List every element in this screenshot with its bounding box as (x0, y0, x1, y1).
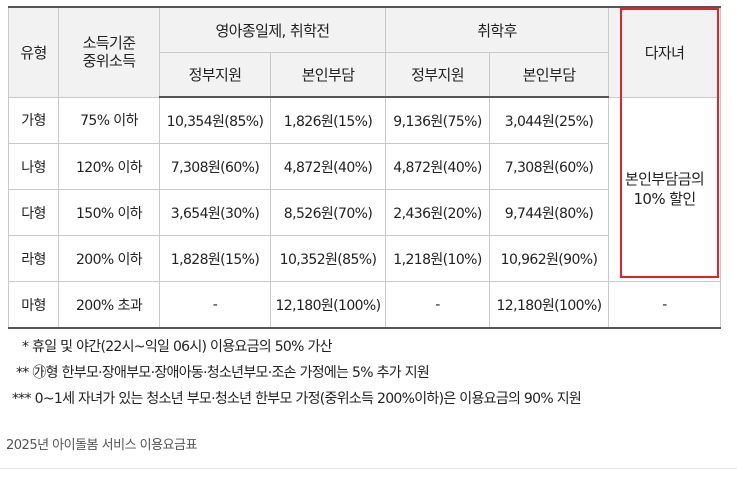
multi-discount-line2: 10% 할인 (633, 190, 696, 209)
header-row-sub: 정부지원 본인부담 정부지원 본인부담 (9, 52, 721, 98)
cell-type: 라형 (8, 235, 59, 282)
table-row: 다형 150% 이하 3,654원(30%) 8,526원(70%) 2,436… (8, 189, 721, 236)
cell-gov-before: 10,354원(85%) (159, 96, 271, 144)
cell-self-after: 10,962원(90%) (488, 235, 610, 282)
header-row-top: 유형 소득기준 중위소득 영아종일제, 취학전 취학후 다자녀 (8, 6, 722, 98)
cell-gov-after: 2,436원(20%) (385, 189, 490, 236)
header-income-line1: 소득기준 (82, 34, 136, 53)
fee-table-container: 유형 소득기준 중위소득 영아종일제, 취학전 취학후 다자녀 정부지원 본인부… (8, 6, 722, 329)
footnote-2: ** ㉮형 한부모·장애부모·장애아동·청소년부모·조손 가정에는 5% 추가 … (16, 365, 430, 381)
image-caption: 2025년 아이돌봄 서비스 이용요금표 (6, 438, 197, 453)
header-self-before: 본인부담 (270, 52, 386, 98)
cell-self-after: 9,744원(80%) (488, 189, 610, 236)
cell-gov-before: 3,654원(30%) (159, 189, 271, 236)
cell-gov-after: 9,136원(75%) (385, 96, 490, 144)
header-income: 소득기준 중위소득 (58, 6, 160, 98)
cell-gov-after: - (385, 281, 490, 329)
table-row: 마형 200% 초과 - 12,180원(100%) - 12,180원(100… (8, 281, 722, 329)
cell-income: 120% 이하 (58, 143, 160, 190)
cell-gov-before: 1,828원(15%) (159, 235, 271, 282)
cell-gov-after: 4,872원(40%) (385, 143, 490, 190)
header-gov-before: 정부지원 (159, 52, 271, 98)
footnote-1: * 휴일 및 야간(22시~익일 06시) 이용요금의 50% 가산 (22, 339, 333, 355)
cell-self-before: 8,526원(70%) (270, 189, 386, 236)
cell-income: 75% 이하 (58, 96, 160, 144)
table-row: 라형 200% 이하 1,828원(15%) 10,352원(85%) 1,21… (8, 235, 721, 282)
cell-self-after: 12,180원(100%) (488, 281, 610, 329)
cell-gov-after: 1,218원(10%) (385, 235, 490, 282)
cell-self-before: 10,352원(85%) (270, 235, 386, 282)
cell-income: 200% 초과 (58, 281, 160, 329)
divider (0, 468, 737, 469)
cell-multi: - (608, 281, 722, 329)
cell-income: 200% 이하 (58, 235, 160, 282)
fee-table: 유형 소득기준 중위소득 영아종일제, 취학전 취학후 다자녀 정부지원 본인부… (8, 6, 722, 329)
cell-type: 나형 (8, 143, 59, 190)
cell-type: 다형 (8, 189, 59, 236)
cell-self-before: 12,180원(100%) (270, 281, 386, 329)
cell-self-before: 1,826원(15%) (270, 96, 386, 144)
cell-self-after: 7,308원(60%) (488, 143, 610, 190)
footnotes: * 휴일 및 야간(22시~익일 06시) 이용요금의 50% 가산 ** ㉮형… (8, 334, 728, 412)
cell-income: 150% 이하 (58, 189, 160, 236)
header-multi-child: 다자녀 (608, 6, 722, 98)
header-group-after: 취학후 (384, 6, 610, 53)
header-type: 유형 (8, 6, 59, 98)
header-gov-after: 정부지원 (385, 52, 490, 98)
header-group-before: 영아종일제, 취학전 (159, 6, 386, 53)
cell-type: 가형 (8, 96, 59, 144)
cell-self-before: 4,872원(40%) (270, 143, 386, 190)
cell-type: 마형 (8, 281, 59, 329)
header-self-after: 본인부담 (488, 52, 610, 98)
cell-multi-discount: 본인부담금의 10% 할인 (608, 96, 722, 282)
cell-gov-before: 7,308원(60%) (159, 143, 271, 190)
table-row: 가형 75% 이하 10,354원(85%) 1,826원(15%) 9,136… (8, 96, 722, 282)
header-income-line2: 중위소득 (82, 52, 136, 71)
table-row: 나형 120% 이하 7,308원(60%) 4,872원(40%) 4,872… (8, 143, 721, 190)
multi-discount-line1: 본인부담금의 (624, 170, 705, 189)
footnote-3: *** 0~1세 자녀가 있는 청소년 부모·청소년 한부모 가정(중위소득 2… (12, 391, 582, 407)
cell-self-after: 3,044원(25%) (488, 96, 610, 144)
cell-gov-before: - (159, 281, 271, 329)
